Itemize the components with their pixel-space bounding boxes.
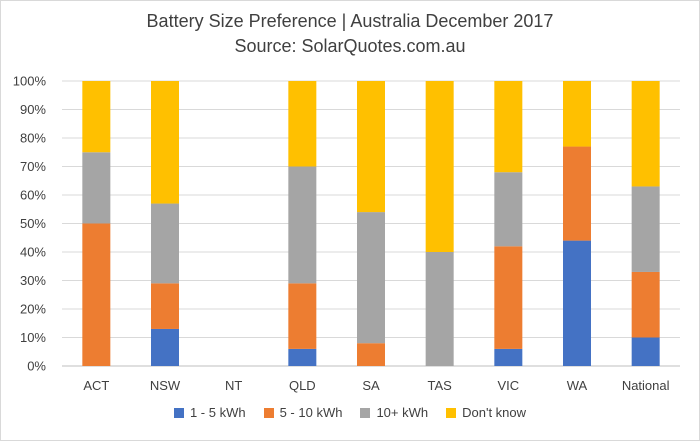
legend-item: 5 - 10 kWh [263,405,343,420]
y-tick-label: 60% [20,188,46,203]
bar-segment [82,223,111,366]
bar-segment [288,283,317,349]
bar-segment [563,240,591,366]
y-tick-label: 0% [27,359,46,374]
legend-label: 5 - 10 kWh [279,405,343,420]
x-tick-label: ACT [83,378,109,393]
y-tick-label: 30% [20,273,46,288]
bar-segment [494,172,523,247]
x-tick-label: TAS [428,378,453,393]
x-tick-label: SA [362,378,380,393]
bar-segment [82,152,111,224]
legend-item: 10+ kWh [360,405,428,420]
legend-label: 10+ kWh [376,405,429,420]
bar-segment [151,328,179,366]
bar-segment [151,203,179,284]
bar-segment [82,81,111,153]
bar-segment [357,81,385,213]
y-tick-label: 50% [20,216,46,231]
legend-item: 1 - 5 kWh [173,405,246,420]
bar-segment [494,81,523,173]
legend-label: 1 - 5 kWh [189,405,246,420]
y-tick-label: 70% [20,159,46,174]
y-tick-label: 100% [13,74,47,89]
legend-swatch [446,407,457,418]
bar-segment [425,81,454,252]
bar-segment [151,283,179,329]
bar-segment [563,146,591,241]
y-tick-label: 10% [20,330,46,345]
bar-segment [631,186,660,272]
bar-segment [631,337,660,366]
y-tick-label: 40% [20,245,46,260]
legend-swatch [263,407,274,418]
x-tick-label: VIC [497,378,519,393]
chart-legend: 1 - 5 kWh 5 - 10 kWh 10+ kWh Don't know [0,405,700,420]
bar-segment [288,348,317,366]
legend-item: Don't know [446,405,526,420]
bar-segment [425,252,454,366]
y-tick-label: 20% [20,302,46,317]
bar-segment [631,81,660,187]
x-tick-label: NSW [150,378,181,393]
x-tick-label: WA [567,378,588,393]
bar-segment [288,81,317,167]
y-tick-label: 80% [20,131,46,146]
y-tick-label: 90% [20,102,46,117]
legend-label: Don't know [462,405,527,420]
bar-segment [631,271,660,338]
bar-segment [357,343,385,366]
x-tick-label: QLD [289,378,316,393]
chart-subtitle: Source: SolarQuotes.com.au [234,36,466,56]
chart-title: Battery Size Preference | Australia Dece… [146,11,554,31]
bar-segment [563,81,591,147]
bar-segment [357,212,385,344]
bar-segment [494,246,523,349]
bar-segment [494,348,523,366]
legend-swatch [173,407,184,418]
legend-swatch [360,407,371,418]
bar-segment [151,81,179,204]
x-tick-label: NT [225,378,242,393]
x-tick-label: National [622,378,670,393]
bar-segment [288,166,317,284]
